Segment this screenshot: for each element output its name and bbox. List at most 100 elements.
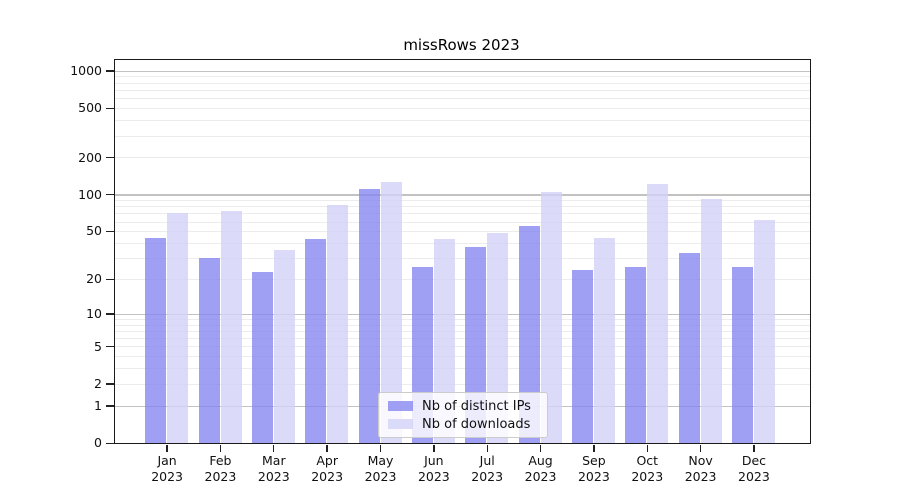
x-tick-label-jul: Jul 2023 <box>471 453 504 484</box>
x-tick-mark-nov <box>699 445 702 452</box>
gridline-y-70 <box>115 213 810 215</box>
y-tick-mark-2 <box>106 383 114 385</box>
gridline-y-700 <box>115 90 810 92</box>
gridline-y-5 <box>115 346 810 348</box>
x-tick-mark-sep <box>593 445 595 452</box>
x-tick-mark-oct <box>646 445 648 452</box>
bar-downloads-dec <box>754 219 776 443</box>
y-tick-label-2: 2 <box>94 376 102 392</box>
gridline-y-20 <box>115 278 810 280</box>
bar-downloads-oct <box>647 184 669 443</box>
x-tick-label-jun: Jun 2023 <box>417 453 450 484</box>
x-tick-label-mar: Mar 2023 <box>257 453 290 484</box>
y-tick-mark-10 <box>106 313 114 315</box>
gridline-y-800 <box>115 82 810 84</box>
legend-item-downloads: Nb of downloads <box>388 416 538 432</box>
gridline-y-9 <box>115 318 810 320</box>
x-tick-mark-jun <box>433 445 435 452</box>
y-tick-mark-1000 <box>106 70 114 72</box>
x-tick-label-oct: Oct 2023 <box>631 453 664 484</box>
gridline-y-2 <box>115 383 810 385</box>
bar-distinct-ips-may <box>358 189 380 443</box>
y-tick-mark-1 <box>106 405 114 407</box>
bar-distinct-ips-sep <box>572 269 594 443</box>
chart-title: missRows 2023 <box>403 36 520 54</box>
gridline-y-300 <box>115 135 810 137</box>
bar-downloads-feb <box>220 211 242 443</box>
legend-swatch-downloads <box>388 419 413 429</box>
x-tick-mark-aug <box>539 445 542 452</box>
gridline-y-4 <box>115 356 810 358</box>
x-tick-label-sep: Sep 2023 <box>577 453 610 484</box>
bar-downloads-sep <box>594 237 616 443</box>
bar-distinct-ips-oct <box>625 267 647 443</box>
y-tick-label-500: 500 <box>78 100 102 116</box>
bar-downloads-aug <box>540 192 562 443</box>
legend-item-distinct-ips: Nb of distinct IPs <box>388 398 538 414</box>
legend-label-distinct-ips: Nb of distinct IPs <box>422 398 531 414</box>
bar-downloads-jul <box>487 233 509 443</box>
gridline-y-60 <box>115 221 810 223</box>
y-tick-label-50: 50 <box>86 223 102 239</box>
x-tick-label-apr: Apr 2023 <box>311 453 344 484</box>
gridline-y-8 <box>115 324 810 326</box>
x-tick-mark-may <box>379 445 382 452</box>
x-tick-mark-dec <box>753 445 755 452</box>
y-tick-label-200: 200 <box>78 149 102 165</box>
y-tick-mark-5 <box>106 346 114 348</box>
gridline-y-400 <box>115 120 810 122</box>
gridline-y-3 <box>115 368 810 370</box>
gridline-y-40 <box>115 242 810 244</box>
bar-downloads-apr <box>327 204 349 443</box>
gridline-y-7 <box>115 330 810 332</box>
gridline-y-10 <box>115 313 810 315</box>
gridline-y-30 <box>115 258 810 259</box>
bar-distinct-ips-dec <box>732 267 754 443</box>
legend: Nb of distinct IPs Nb of downloads <box>378 392 548 438</box>
y-tick-label-10: 10 <box>86 306 102 322</box>
y-tick-label-1: 1 <box>94 397 102 413</box>
bar-distinct-ips-mar <box>252 271 273 443</box>
bar-distinct-ips-nov <box>678 253 700 443</box>
y-tick-mark-100 <box>106 193 114 196</box>
x-tick-mark-jan <box>166 445 168 452</box>
y-tick-mark-0 <box>106 442 114 444</box>
bar-downloads-nov <box>700 198 722 443</box>
x-tick-mark-mar <box>273 445 275 452</box>
x-tick-label-aug: Aug 2023 <box>524 453 557 484</box>
y-tick-label-1000: 1000 <box>70 63 102 79</box>
x-tick-label-nov: Nov 2023 <box>684 453 717 484</box>
gridline-y-500 <box>115 108 810 110</box>
gridline-y-50 <box>115 231 810 233</box>
gridline-y-6 <box>115 338 810 340</box>
x-tick-mark-feb <box>219 445 222 452</box>
gridline-y-600 <box>115 98 810 100</box>
gridline-y-80 <box>115 206 810 208</box>
gridline-y-1000 <box>115 70 810 72</box>
y-tick-mark-50 <box>106 230 114 233</box>
y-tick-label-20: 20 <box>86 271 102 287</box>
bar-distinct-ips-apr <box>305 239 327 443</box>
x-tick-mark-jul <box>486 445 488 452</box>
gridline-y-200 <box>115 157 810 159</box>
y-tick-label-100: 100 <box>78 186 102 202</box>
legend-swatch-distinct-ips <box>388 401 413 411</box>
y-tick-mark-500 <box>106 107 114 110</box>
bar-downloads-mar <box>274 249 295 443</box>
legend-label-downloads: Nb of downloads <box>422 416 531 432</box>
y-tick-label-5: 5 <box>94 338 102 354</box>
y-tick-mark-20 <box>106 278 114 280</box>
y-tick-mark-200 <box>106 156 114 159</box>
gridline-y-90 <box>115 200 810 201</box>
bar-distinct-ips-jan <box>145 237 167 443</box>
x-tick-label-feb: Feb 2023 <box>204 453 237 484</box>
gridline-y-100 <box>115 194 810 196</box>
y-tick-label-0: 0 <box>94 435 102 451</box>
x-tick-mark-apr <box>326 445 328 452</box>
bar-distinct-ips-feb <box>198 258 220 443</box>
bar-distinct-ips-aug <box>518 226 540 443</box>
gridline-y-900 <box>115 76 810 78</box>
x-tick-label-may: May 2023 <box>364 453 397 484</box>
plot-area <box>114 59 811 444</box>
x-tick-label-dec: Dec 2023 <box>738 453 770 484</box>
